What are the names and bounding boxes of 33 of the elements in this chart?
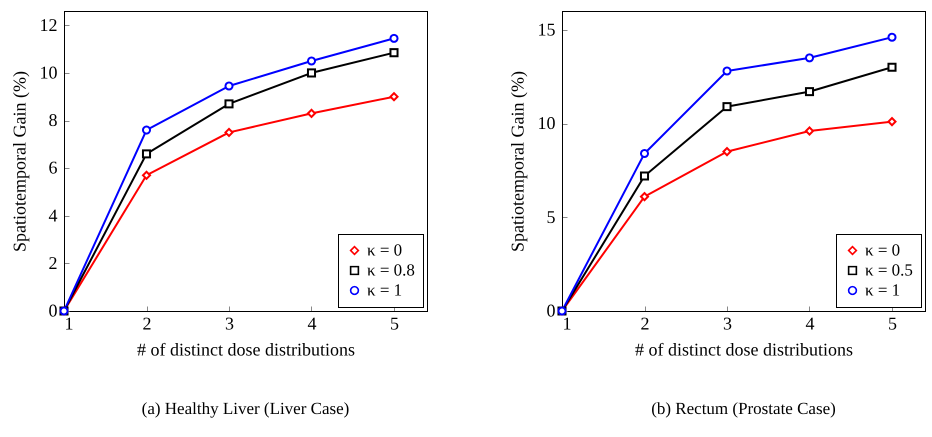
x-axis-title: # of distinct dose distributions xyxy=(635,340,853,360)
y-tick-label: 8 xyxy=(48,110,58,130)
y-tick-label: 12 xyxy=(40,14,58,35)
y-tick-label: 0 xyxy=(546,300,556,320)
legend-label: κ = 1 xyxy=(367,280,402,300)
legend-label: κ = 0 xyxy=(865,240,900,260)
x-tick-label: 3 xyxy=(723,314,732,334)
x-tick-label: 4 xyxy=(806,314,814,334)
y-axis-title: Spatiotemporal Gain (%) xyxy=(508,71,528,252)
x-tick-label: 1 xyxy=(562,314,572,334)
x-axis-title: # of distinct dose distributions xyxy=(137,340,355,360)
text: (b) Rectum (Prostate Case) xyxy=(651,399,836,418)
y-tick-label: 4 xyxy=(48,205,58,226)
legend-label: κ = 0 xyxy=(367,240,402,260)
y-tick-label: 2 xyxy=(48,252,58,273)
x-tick-label: 4 xyxy=(308,314,316,334)
y-axis-title: Spatiotemporal Gain (%) xyxy=(10,71,30,252)
x-tick-label: 5 xyxy=(888,314,897,334)
y-tick-label: 0 xyxy=(48,300,58,320)
x-tick-label: 3 xyxy=(225,314,234,334)
y-tick-label: 5 xyxy=(546,206,556,227)
text: (a) Healthy Liver (Liver Case) xyxy=(142,399,350,418)
y-tick-label: 15 xyxy=(538,19,556,40)
legend-label: κ = 1 xyxy=(865,280,900,300)
y-tick-label: 10 xyxy=(538,113,556,133)
x-tick-label: 2 xyxy=(640,314,650,334)
legend-label: κ = 0.5 xyxy=(865,260,913,280)
legend-label: κ = 0.8 xyxy=(367,260,415,280)
y-tick-label: 10 xyxy=(40,62,58,82)
x-tick-label: 1 xyxy=(64,314,74,334)
y-tick-label: 6 xyxy=(48,158,58,178)
x-tick-label: 5 xyxy=(390,314,399,334)
x-tick-label: 2 xyxy=(142,314,152,334)
